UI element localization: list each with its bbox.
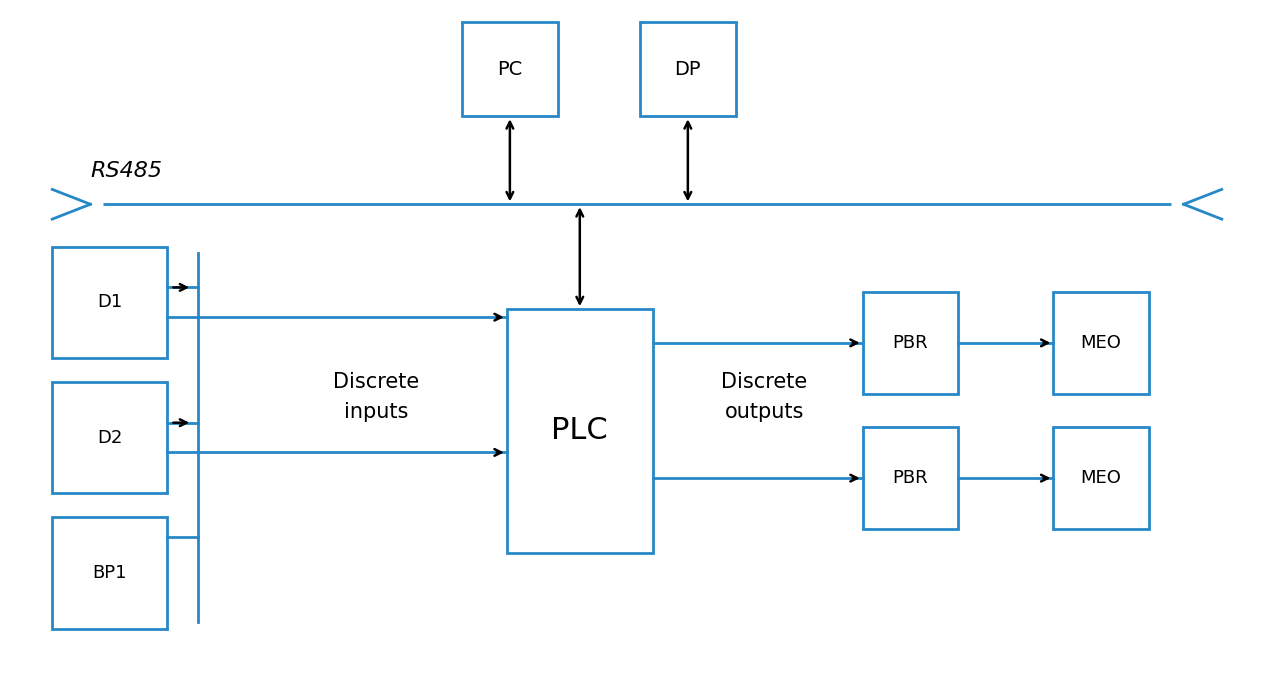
Text: Discrete
inputs: Discrete inputs	[334, 372, 419, 422]
Text: MEO: MEO	[1080, 334, 1121, 352]
Text: PC: PC	[497, 60, 522, 79]
Text: RS485: RS485	[90, 161, 162, 181]
Bar	[862, 292, 958, 394]
Text: BP1: BP1	[92, 564, 126, 582]
Bar	[52, 517, 167, 629]
Bar	[462, 22, 558, 116]
Bar	[640, 22, 735, 116]
Text: D2: D2	[97, 428, 122, 447]
Bar	[862, 427, 958, 529]
Bar	[52, 246, 167, 358]
Bar	[52, 382, 167, 494]
Bar	[507, 309, 652, 553]
Bar	[1054, 427, 1149, 529]
Text: PBR: PBR	[893, 334, 929, 352]
Text: MEO: MEO	[1080, 469, 1121, 487]
Text: PLC: PLC	[552, 416, 608, 445]
Text: Discrete
outputs: Discrete outputs	[721, 372, 808, 422]
Text: D1: D1	[97, 293, 122, 311]
Bar	[1054, 292, 1149, 394]
Text: DP: DP	[675, 60, 701, 79]
Text: PBR: PBR	[893, 469, 929, 487]
